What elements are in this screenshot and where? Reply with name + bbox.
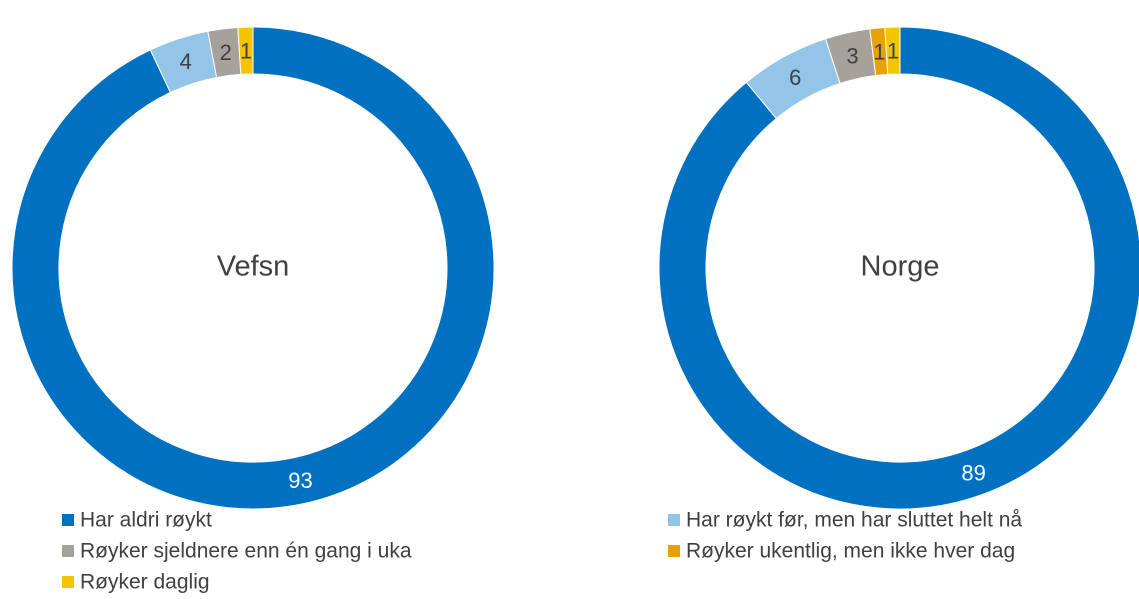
legend-swatch — [62, 514, 74, 526]
legend-swatch — [62, 576, 74, 588]
data-label: 93 — [288, 468, 312, 493]
data-label: 89 — [961, 460, 985, 485]
legend-label: Har aldri røykt — [80, 509, 212, 532]
donut-segment — [11, 26, 495, 510]
legend-swatch — [62, 545, 74, 557]
data-label: 4 — [180, 49, 192, 74]
data-label: 1 — [240, 38, 252, 63]
center-label: Norge — [861, 251, 940, 283]
data-label: 6 — [789, 65, 801, 90]
donut-segment — [884, 26, 901, 75]
legend-label: Røyker sjeldnere enn én gang i uka — [80, 540, 412, 563]
legend-swatch — [668, 545, 680, 557]
legend-label: Har røykt før, men har sluttet helt nå — [686, 509, 1022, 532]
legend-label: Røyker daglig — [80, 571, 210, 594]
legend-label: Røyker ukentlig, men ikke hver dag — [686, 540, 1015, 563]
center-label: Vefsn — [217, 251, 290, 283]
legend-swatch — [668, 514, 680, 526]
data-label: 3 — [846, 44, 858, 69]
data-label: 1 — [873, 39, 885, 64]
donut-segment — [658, 26, 1139, 510]
data-label: 1 — [887, 38, 899, 63]
donut-segment — [237, 26, 254, 75]
data-label: 2 — [220, 40, 232, 65]
